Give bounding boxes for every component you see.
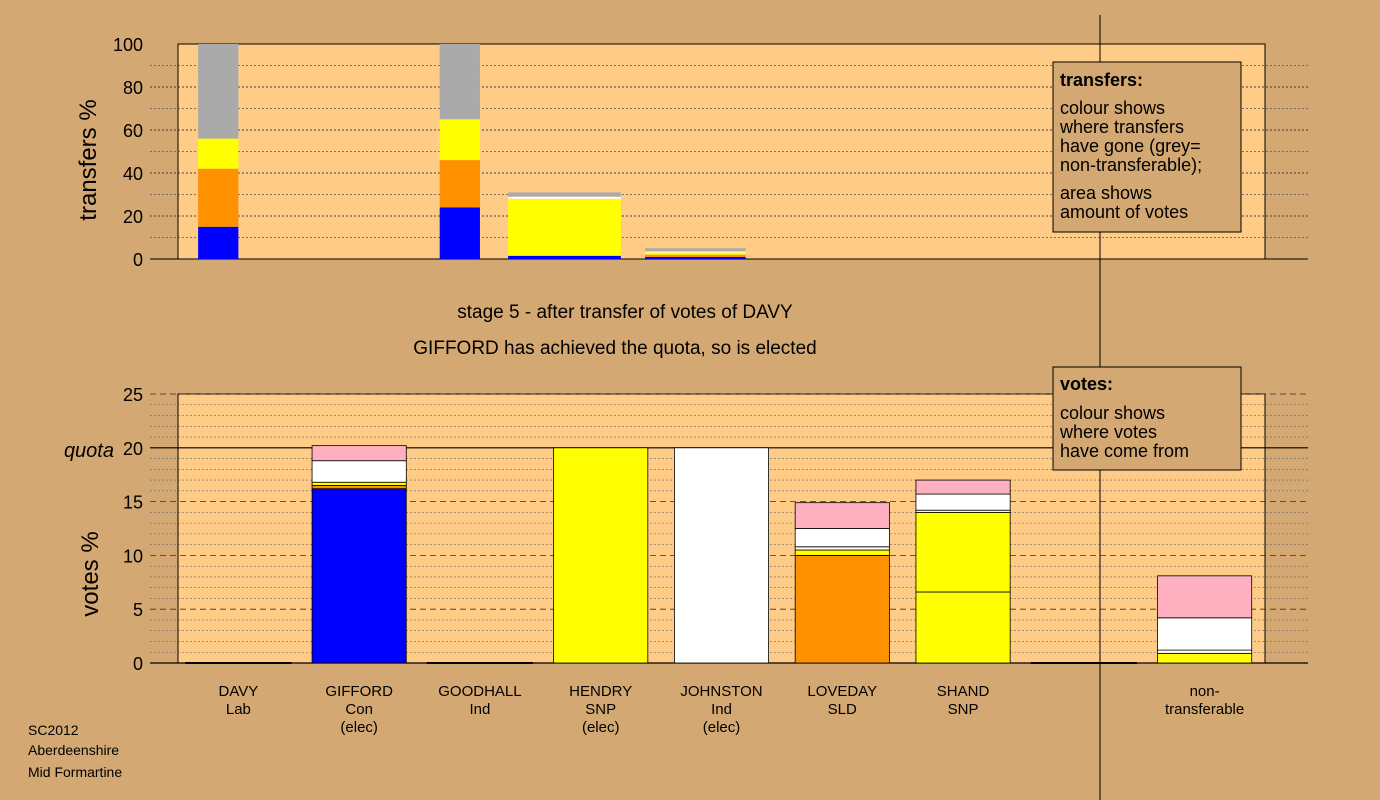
vote-bar-segment — [794, 549, 890, 556]
y-tick-label: 5 — [133, 600, 143, 620]
transfer-bar-segment — [439, 207, 480, 259]
votes-legend-line: where votes — [1059, 422, 1157, 442]
transfers-legend-line: non-transferable); — [1060, 155, 1202, 175]
footer-council: Aberdeenshire — [28, 742, 119, 758]
quota-label: quota — [64, 440, 114, 462]
candidate-label: Ind — [711, 701, 732, 718]
y-tick-label: 0 — [133, 250, 143, 270]
vote-bar-segment — [915, 511, 1011, 593]
y-tick-label: 40 — [123, 164, 143, 184]
candidate-label: HENDRY — [569, 683, 632, 700]
y-tick-label: 15 — [123, 493, 143, 513]
vote-bar-segment — [311, 488, 407, 664]
transfers-legend-box — [1052, 61, 1242, 233]
candidate-label: transferable — [1165, 701, 1244, 718]
transfer-bar-segment — [439, 44, 480, 120]
transfer-bar-segment — [508, 198, 621, 253]
vote-bar-segment — [311, 481, 407, 486]
candidate-label: (elec) — [703, 719, 741, 736]
transfer-bar-segment — [508, 255, 621, 259]
transfers-bars — [198, 44, 746, 259]
vote-bar-segment — [673, 447, 770, 664]
vote-bar-segment — [794, 546, 890, 551]
candidate-label: SLD — [828, 701, 857, 718]
transfer-bar-segment — [439, 160, 480, 208]
transfers-legend-title: transfers: — [1060, 70, 1143, 90]
transfers-y-ticks: 0 20 40 60 80 100 — [113, 35, 143, 270]
transfers-y-axis-label: transfers % — [75, 99, 102, 220]
candidate-label: GIFFORD — [325, 683, 393, 700]
transfers-legend-line: amount of votes — [1060, 202, 1188, 222]
transfer-bar-segment — [645, 248, 746, 252]
candidate-labels: DAVYLabGIFFORDCon(elec)GOODHALLIndHENDRY… — [219, 683, 1245, 736]
transfer-bar-segment — [508, 192, 621, 197]
transfer-bar-segment — [198, 226, 239, 259]
vote-bar-segment — [553, 447, 649, 664]
vote-bar-segment — [794, 502, 890, 529]
candidate-label: Ind — [470, 701, 491, 718]
candidate-label: DAVY — [219, 683, 259, 700]
votes-y-axis-label: votes % — [77, 531, 104, 616]
transfer-bar-segment — [198, 168, 239, 227]
vote-bar-segment — [1157, 649, 1253, 654]
transfers-legend-line: where transfers — [1059, 117, 1184, 137]
transfer-bar-segment — [508, 252, 621, 256]
transfer-bar-segment — [439, 119, 480, 161]
transfer-bar-segment — [198, 44, 239, 139]
y-tick-label: 10 — [123, 546, 143, 566]
transfers-legend: transfers: colour shows where transfers … — [1052, 61, 1242, 233]
transfers-legend-line: colour shows — [1060, 98, 1165, 118]
votes-bars — [185, 445, 1253, 664]
votes-legend-box — [1052, 366, 1242, 471]
vote-bar-segment — [915, 591, 1011, 664]
y-tick-label: 0 — [133, 654, 143, 674]
y-tick-label: 100 — [113, 35, 143, 55]
candidate-label: LOVEDAY — [807, 683, 877, 700]
vote-bar-segment — [915, 479, 1011, 495]
candidate-label: (elec) — [582, 719, 620, 736]
y-tick-label: 80 — [123, 78, 143, 98]
vote-bar-segment — [311, 485, 407, 490]
transfer-bar-segment — [645, 256, 746, 259]
candidate-label: SHAND — [937, 683, 990, 700]
candidate-label: Con — [345, 701, 373, 718]
votes-legend-title: votes: — [1060, 374, 1113, 394]
vote-bar-segment — [794, 528, 890, 548]
candidate-label: non- — [1190, 683, 1220, 700]
vote-bar-segment — [311, 460, 407, 483]
y-tick-label: 20 — [123, 207, 143, 227]
footer-election: SC2012 — [28, 722, 79, 738]
vote-bar-segment — [1157, 575, 1253, 619]
candidate-label: SNP — [948, 701, 979, 718]
vote-bar-segment — [311, 445, 407, 462]
candidate-label: SNP — [585, 701, 616, 718]
transfers-legend-line: area shows — [1060, 183, 1152, 203]
stage-caption: stage 5 - after transfer of votes of DAV… — [457, 302, 793, 323]
transfer-bar-segment — [645, 254, 746, 257]
elected-caption: GIFFORD has achieved the quota, so is el… — [413, 338, 816, 359]
transfer-bar-segment — [508, 196, 621, 199]
votes-y-ticks: 0 5 10 15 20 25 — [123, 385, 143, 674]
vote-bar-segment — [794, 555, 890, 664]
y-tick-label: 25 — [123, 385, 143, 405]
transfer-bar-segment — [645, 252, 746, 255]
transfers-legend-line: have gone (grey= — [1060, 136, 1201, 156]
transfer-bar-segment — [198, 138, 239, 169]
vote-bar-segment — [1157, 652, 1253, 664]
vote-bar-segment — [1157, 617, 1253, 651]
y-tick-label: 20 — [123, 439, 143, 459]
candidate-label: (elec) — [340, 719, 378, 736]
candidate-label: Lab — [226, 701, 251, 718]
votes-legend-line: have come from — [1060, 441, 1189, 461]
votes-legend-line: colour shows — [1060, 403, 1165, 423]
transfer-bar-segment — [645, 251, 746, 253]
y-tick-label: 60 — [123, 121, 143, 141]
footer-ward: Mid Formartine — [28, 764, 122, 780]
candidate-label: GOODHALL — [438, 683, 521, 700]
vote-bar-segment — [915, 493, 1011, 511]
candidate-label: JOHNSTON — [680, 683, 762, 700]
votes-legend: votes: colour shows where votes have com… — [1052, 366, 1242, 471]
